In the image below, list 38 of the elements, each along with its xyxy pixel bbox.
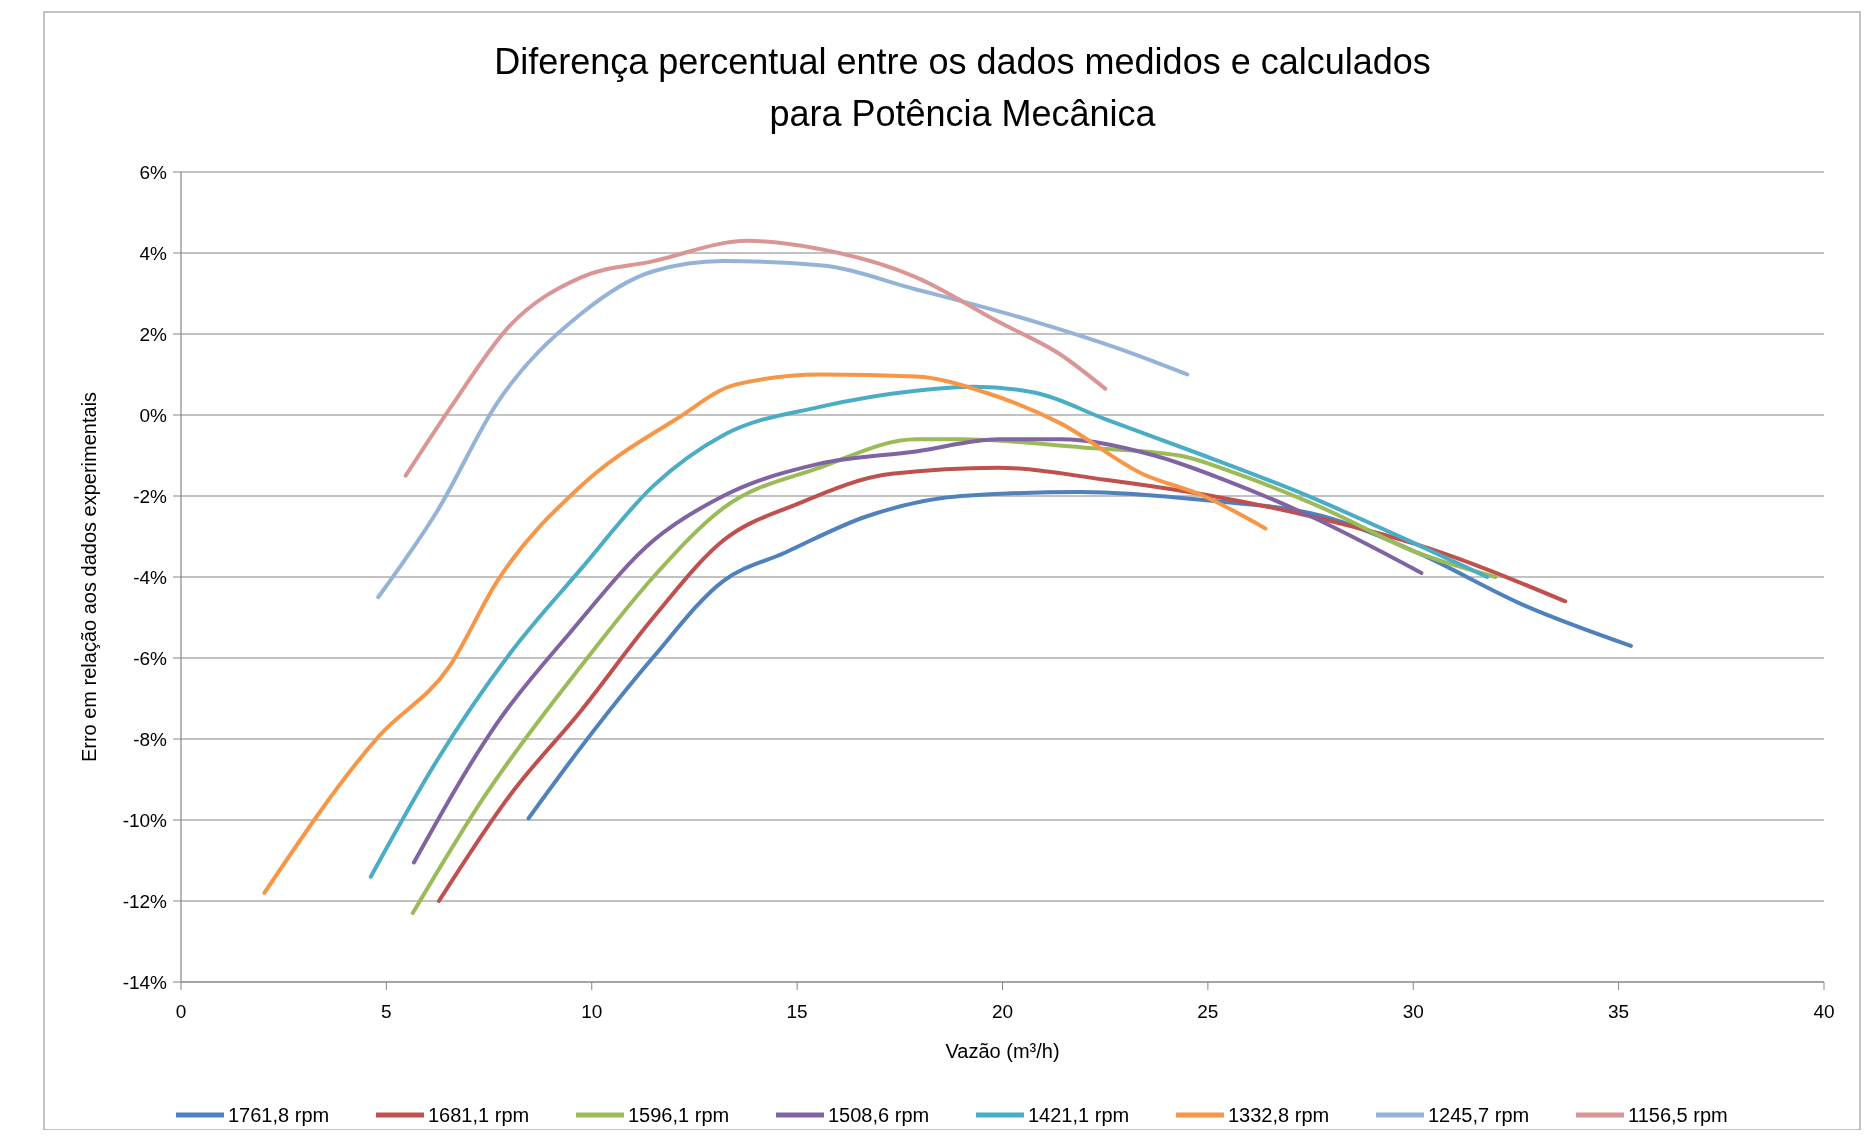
legend-label: 1421,1 rpm — [1028, 1104, 1130, 1126]
x-tick-label: 25 — [1197, 1001, 1219, 1022]
y-tick-label: 0% — [139, 404, 168, 426]
x-tick-label: 30 — [1402, 1001, 1424, 1022]
legend-label: 1332,8 rpm — [1228, 1104, 1330, 1126]
chart-title: Diferença percentual entre os dados medidos e calculados para Potência Mecânica — [494, 41, 1431, 134]
legend-label: 1156,5 rpm — [1628, 1104, 1728, 1126]
x-tick-label: 5 — [381, 1001, 392, 1022]
y-tick-label: 4% — [139, 242, 168, 264]
y-tick-label: 6% — [139, 161, 168, 183]
x-tick-label: 0 — [175, 1001, 187, 1022]
legend-label: 1245,7 rpm — [1428, 1104, 1530, 1126]
x-tick-label: 35 — [1608, 1001, 1630, 1022]
y-tick-label: 2% — [139, 323, 168, 345]
x-tick-label: 20 — [991, 1001, 1014, 1022]
x-axis-title: Vazão (m³/h) — [945, 1040, 1060, 1062]
y-tick-label: -14% — [122, 971, 168, 993]
y-tick-label: -8% — [133, 728, 168, 750]
x-tick-label: 10 — [581, 1001, 603, 1022]
x-tick-label: 15 — [786, 1001, 808, 1022]
line-series — [262, 372, 1268, 895]
line-series — [368, 384, 1490, 879]
x-tick-label: 40 — [1813, 1001, 1835, 1022]
y-tick-label: -4% — [133, 566, 168, 588]
y-tick-label: -2% — [133, 485, 168, 507]
legend-label: 1681,1 rpm — [428, 1104, 530, 1126]
y-axis-title: Erro em relação aos dados experimentais — [78, 391, 100, 763]
legend-label: 1761,8 rpm — [228, 1104, 330, 1126]
line-series — [436, 465, 1568, 903]
line-series — [376, 259, 1190, 600]
line-series — [403, 238, 1108, 478]
y-tick-label: -10% — [122, 809, 168, 831]
y-tick-label: -6% — [133, 647, 168, 669]
legend-label: 1596,1 rpm — [628, 1104, 730, 1126]
legend-label: 1508,6 rpm — [828, 1104, 930, 1126]
line-series — [411, 437, 1424, 865]
line-series — [410, 437, 1498, 916]
y-tick-label: -12% — [122, 890, 168, 912]
